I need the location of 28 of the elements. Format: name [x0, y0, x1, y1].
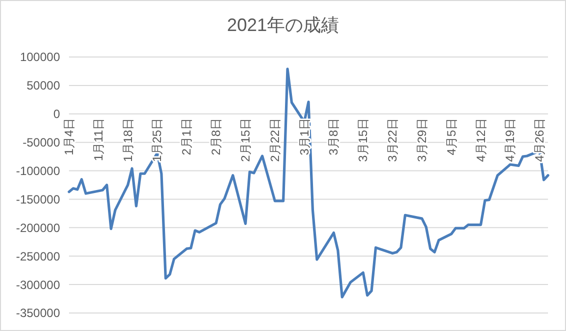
y-tick-label: -200000	[16, 220, 60, 235]
x-tick-label: 1月25日	[150, 118, 164, 162]
y-tick-label: -350000	[16, 306, 60, 320]
x-tick-label: 2月8日	[209, 118, 224, 156]
x-tick-label: 4月19日	[503, 118, 518, 162]
x-tick-label: 3月8日	[326, 118, 341, 156]
x-tick-label: 3月1日	[297, 118, 312, 156]
y-tick-label: 50000	[26, 78, 60, 93]
y-tick-label: -50000	[22, 136, 60, 150]
x-tick-label: 2月15日	[238, 118, 252, 162]
x-tick-label: 1月4日	[62, 118, 76, 156]
y-tick-label: -100000	[16, 164, 60, 178]
y-tick-label: -150000	[16, 192, 60, 206]
y-tick-label: 100000	[20, 50, 60, 64]
y-tick-label: -250000	[16, 249, 60, 264]
y-tick-label: 0	[53, 107, 60, 122]
x-tick-label: 3月15日	[356, 118, 370, 162]
x-tick-label: 3月22日	[386, 118, 400, 162]
x-tick-label: 1月18日	[120, 118, 135, 162]
x-tick-label: 1月11日	[91, 118, 106, 162]
x-tick-label: 2月1日	[180, 118, 194, 156]
x-tick-label: 2月22日	[268, 118, 282, 162]
x-tick-label: 4月12日	[474, 118, 488, 162]
y-tick-label: -300000	[16, 278, 60, 292]
x-tick-label: 3月29日	[414, 118, 429, 162]
x-tick-label: 4月26日	[532, 118, 547, 162]
x-tick-label: 4月5日	[444, 118, 458, 156]
chart-title: 2021年の成績	[226, 15, 340, 35]
